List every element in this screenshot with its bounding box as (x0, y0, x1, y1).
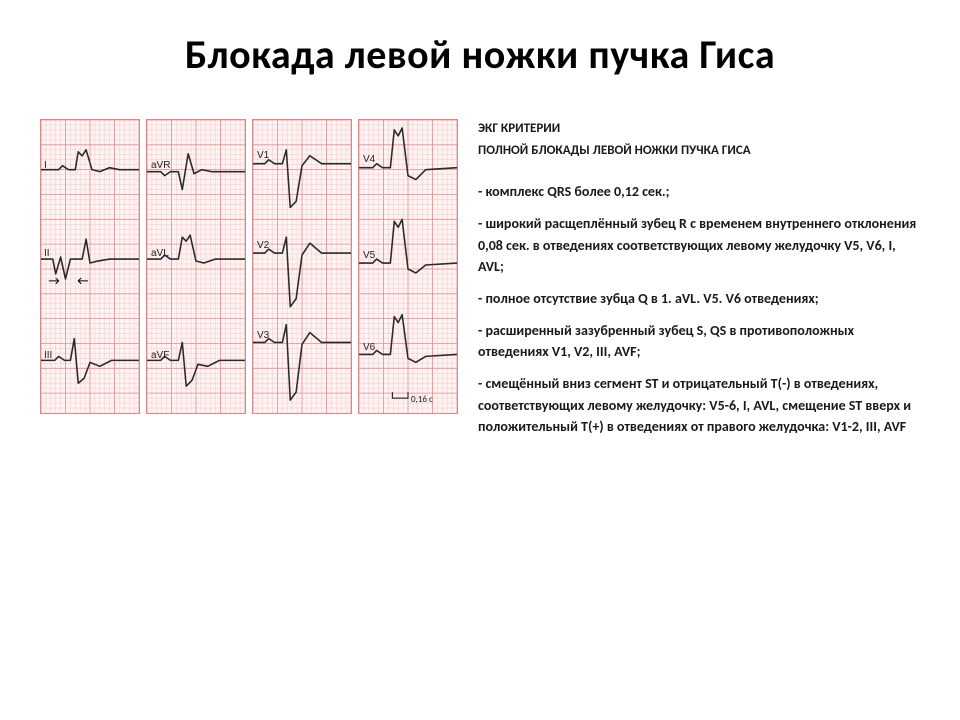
time-annotation: 0,16 c (411, 394, 433, 405)
ecg-strip: IIIIII (40, 119, 140, 414)
lead-label: I (44, 160, 47, 171)
page-title: Блокада левой ножки пучка Гиса (40, 30, 920, 79)
lead-label: V1 (257, 150, 269, 161)
criteria-header-1: ЭКГ КРИТЕРИИ (478, 119, 920, 139)
criterion: - полное отсутствие зубца Q в 1. aVL. V5… (478, 288, 920, 310)
content-row: IIIIIIaVRaVLaVFV1V2V3V4V5V60,16 c ЭКГ КР… (40, 119, 920, 448)
criterion: - комплекс QRS более 0,12 сек.; (478, 181, 920, 203)
ecg-strip: V4 V5 V6 0,16 c (358, 119, 458, 414)
lead-label: aVL (151, 248, 169, 259)
criterion: - смещённый вниз сегмент ST и отрицатель… (478, 373, 920, 438)
lead-label: V5 (363, 250, 375, 261)
lead-label: V4 (363, 154, 375, 165)
lead-label: III (44, 350, 52, 361)
lead-label: V2 (257, 240, 269, 251)
lead-label: aVF (151, 350, 169, 361)
lead-label: aVR (151, 160, 170, 171)
criteria-header-2: ПОЛНОЙ БЛОКАДЫ ЛЕВОЙ НОЖКИ ПУЧКА ГИСА (478, 141, 920, 161)
lead-label: II (44, 248, 50, 259)
lead-label: V6 (363, 342, 375, 353)
criterion: - расширенный зазубренный зубец S, QS в … (478, 320, 920, 363)
ecg-strip: aVR aVL aVF (146, 119, 246, 414)
criterion: - широкий расщеплённый зубец R с времене… (478, 213, 920, 278)
lead-label: V3 (257, 330, 269, 341)
ecg-panel: IIIIIIaVRaVLaVFV1V2V3V4V5V60,16 c (40, 119, 458, 448)
criteria-panel: ЭКГ КРИТЕРИИ ПОЛНОЙ БЛОКАДЫ ЛЕВОЙ НОЖКИ … (478, 119, 920, 448)
ecg-strip: V1 V2 V3 (252, 119, 352, 414)
